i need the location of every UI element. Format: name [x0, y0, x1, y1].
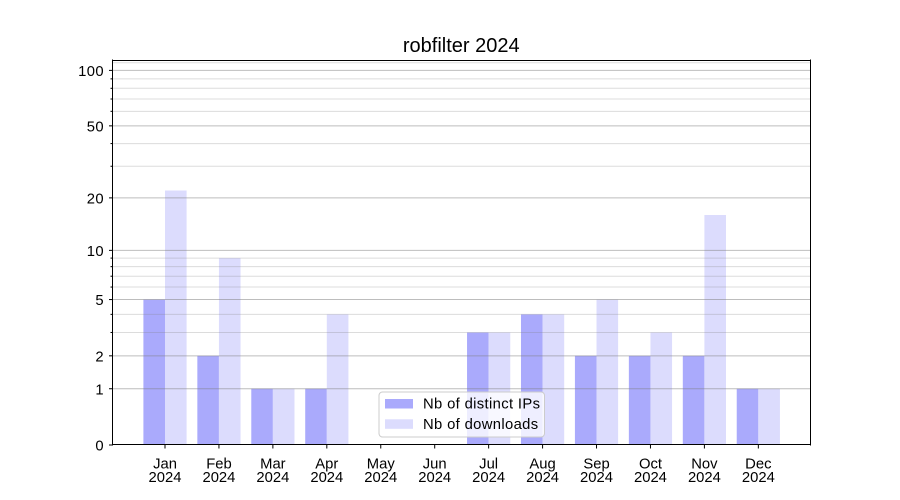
svg-text:Mar: Mar: [260, 457, 286, 473]
svg-text:2024: 2024: [256, 470, 289, 486]
svg-text:2024: 2024: [526, 470, 559, 486]
svg-text:robfilter 2024: robfilter 2024: [403, 35, 520, 57]
svg-text:50: 50: [87, 119, 104, 135]
svg-text:Apr: Apr: [315, 457, 338, 473]
svg-text:Jun: Jun: [423, 457, 447, 473]
svg-text:2024: 2024: [310, 470, 343, 486]
svg-text:2024: 2024: [202, 470, 235, 486]
svg-text:2024: 2024: [688, 470, 721, 486]
svg-text:Aug: Aug: [529, 457, 555, 473]
svg-text:100: 100: [78, 64, 104, 80]
svg-text:Nb of distinct IPs: Nb of distinct IPs: [423, 397, 540, 413]
svg-text:Feb: Feb: [206, 457, 232, 473]
svg-text:2024: 2024: [634, 470, 667, 486]
svg-text:10: 10: [87, 244, 104, 260]
svg-text:Nov: Nov: [691, 457, 718, 473]
svg-text:Dec: Dec: [745, 457, 772, 473]
svg-text:2024: 2024: [149, 470, 182, 486]
svg-text:2024: 2024: [364, 470, 397, 486]
svg-text:2024: 2024: [742, 470, 775, 486]
svg-text:2024: 2024: [418, 470, 451, 486]
svg-text:Nb of downloads: Nb of downloads: [423, 417, 538, 433]
svg-text:Sep: Sep: [583, 457, 609, 473]
svg-text:5: 5: [95, 293, 104, 309]
svg-text:1: 1: [95, 382, 104, 398]
svg-text:Oct: Oct: [639, 457, 662, 473]
svg-text:2: 2: [95, 349, 104, 365]
svg-text:2024: 2024: [472, 470, 505, 486]
svg-text:20: 20: [87, 191, 104, 207]
svg-text:2024: 2024: [580, 470, 613, 486]
svg-text:Jul: Jul: [479, 457, 498, 473]
svg-text:Jan: Jan: [153, 457, 177, 473]
svg-text:0: 0: [95, 439, 104, 455]
svg-text:May: May: [367, 457, 396, 473]
